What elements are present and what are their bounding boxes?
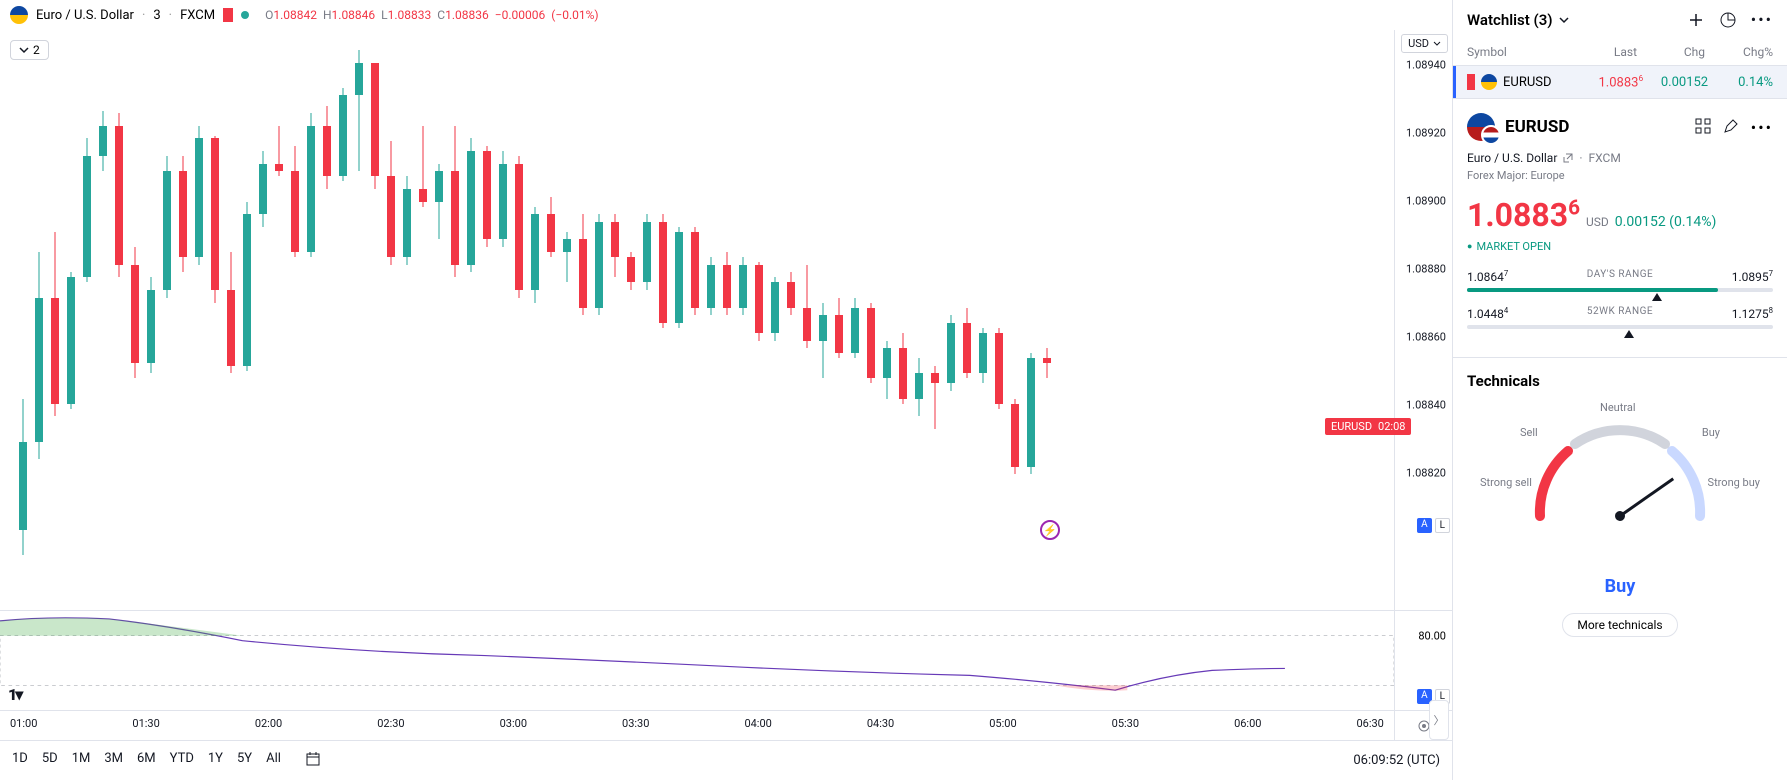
flag-icon[interactable] [223,8,233,22]
market-status-dot [241,11,249,19]
calendar-icon[interactable] [305,751,321,771]
chart-header: Euro / U.S. Dollar · 3 · FXCM O1.08842 H… [0,0,1452,30]
scroll-right-button[interactable]: 〉 [1429,700,1449,740]
flag-icon [1467,74,1475,90]
technicals-section: Technicals Strong sell Sell Neutral Buy … [1453,358,1787,651]
add-icon[interactable] [1687,11,1705,29]
edit-icon[interactable] [1723,118,1739,134]
more-icon[interactable]: ••• [1751,118,1773,137]
grid-icon[interactable] [1695,118,1711,134]
timeframe-1y[interactable]: 1Y [208,751,223,771]
technicals-title: Technicals [1467,372,1773,390]
chevron-down-icon [1559,15,1569,25]
watchlist-title[interactable]: Watchlist (3) [1467,11,1569,29]
external-link-icon[interactable] [1563,153,1573,163]
indicator-panel[interactable]: 1▾ AL 80.00 [0,610,1452,710]
watchlist-row[interactable]: EURUSD 1.08836 0.00152 0.14% [1453,66,1787,99]
chart-main[interactable]: ⚡ AL USD EURUSD02:08 1.089401.089201.089… [0,30,1452,610]
chart-area: Euro / U.S. Dollar · 3 · FXCM O1.08842 H… [0,0,1452,780]
symbol-flag-icon [10,6,28,24]
technicals-gauge [1520,406,1720,526]
ohlc-values: O1.08842 H1.08846 L1.08833 C1.08836 −0.0… [265,8,599,22]
replay-icon[interactable]: ⚡ [1040,520,1060,540]
symbol-title[interactable]: Euro / U.S. Dollar [36,8,134,23]
right-panel: Watchlist (3) ••• Symbol Last Chg Chg% E… [1452,0,1787,780]
interval: 3 [153,8,160,23]
more-icon[interactable]: ••• [1751,10,1773,29]
market-status: MARKET OPEN [1467,240,1773,253]
candlestick-chart[interactable]: ⚡ AL [0,30,1394,610]
timeframe-5y[interactable]: 5Y [237,751,252,771]
timeframe-6m[interactable]: 6M [137,751,156,771]
watchlist-columns: Symbol Last Chg Chg% [1453,39,1787,66]
pie-icon[interactable] [1719,11,1737,29]
timeframe-ytd[interactable]: YTD [170,751,194,771]
timeframe-all[interactable]: All [266,751,281,771]
currency-selector[interactable]: USD [1401,34,1448,53]
detail-symbol[interactable]: EURUSD [1505,117,1685,137]
52wk-range: 1.04484 52WK RANGE 1.12758 [1467,306,1773,329]
more-technicals-button[interactable]: More technicals [1562,613,1677,637]
day-range: 1.08647 DAY'S RANGE 1.08957 [1467,269,1773,292]
exchange: FXCM [180,8,215,23]
timeframe-1m[interactable]: 1M [72,751,91,771]
timeframe-3m[interactable]: 3M [104,751,123,771]
current-price-tag: EURUSD02:08 [1325,418,1411,435]
detail-sub: Euro / U.S. Dollar · FXCM [1467,151,1773,165]
detail-category: Forex Major: Europe [1467,169,1773,182]
time-axis[interactable]: 01:0001:3002:0002:3003:0003:3004:0004:30… [0,710,1452,740]
tradingview-logo: 1▾ [8,685,21,704]
watchlist-header: Watchlist (3) ••• [1453,0,1787,39]
indicator-canvas[interactable]: 1▾ AL [0,611,1394,710]
clock: 06:09:52 (UTC) [1353,753,1440,768]
symbol-detail: EURUSD ••• Euro / U.S. Dollar · FXCM For… [1453,99,1787,358]
timeframe-5d[interactable]: 5D [42,751,58,771]
indicator-axis[interactable]: 80.00 [1394,611,1452,710]
technicals-verdict: Buy [1467,576,1773,597]
timeframe-1d[interactable]: 1D [12,751,28,771]
timeframe-list: 1D 5D 1M 3M 6M YTD 1Y 5Y All [12,751,321,771]
pair-flag-icon [1481,74,1497,90]
detail-flag-icon [1467,113,1495,141]
bottom-toolbar: 1D 5D 1M 3M 6M YTD 1Y 5Y All 06:09:52 (UTC) [0,740,1452,780]
price-row: 1.08836 USD 0.00152 (0.14%) [1467,196,1773,234]
price-axis[interactable]: USD EURUSD02:08 1.089401.089201.089001.0… [1394,30,1452,610]
chevron-down-icon [1433,40,1441,48]
rsi-chart [0,611,1394,710]
